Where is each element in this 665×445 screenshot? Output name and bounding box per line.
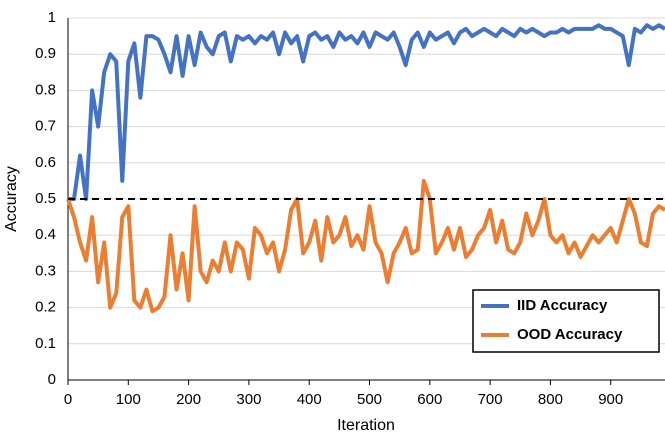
x-tick-label: 900 (598, 391, 623, 408)
y-tick-label: 1 (48, 9, 56, 26)
x-tick-label: 100 (116, 391, 141, 408)
y-axis-label: Accuracy (3, 166, 20, 232)
x-tick-label: 800 (538, 391, 563, 408)
x-tick-label: 0 (64, 391, 72, 408)
y-tick-label: 0.8 (35, 81, 56, 98)
x-tick-label: 500 (357, 391, 382, 408)
y-tick-label: 0.6 (35, 154, 56, 171)
x-tick-label: 300 (236, 391, 261, 408)
x-tick-label: 400 (297, 391, 322, 408)
series-line (68, 23, 665, 201)
y-tick-label: 0.3 (35, 262, 56, 279)
y-tick-label: 0 (48, 371, 56, 388)
legend-label: IID Accuracy (517, 297, 608, 314)
x-tick-label: 200 (176, 391, 201, 408)
y-tick-label: 0.2 (35, 299, 56, 316)
x-tick-label: 700 (478, 391, 503, 408)
y-tick-label: 0.7 (35, 118, 56, 135)
legend-label: OOD Accuracy (517, 326, 623, 343)
x-axis-label: Iteration (337, 417, 395, 434)
y-tick-label: 0.4 (35, 226, 56, 243)
series-line (66, 178, 665, 314)
y-tick-label: 0.9 (35, 45, 56, 62)
legend-box (472, 289, 660, 353)
y-tick-label: 0.5 (35, 190, 56, 207)
y-tick-label: 0.1 (35, 335, 56, 352)
x-tick-label: 600 (417, 391, 442, 408)
